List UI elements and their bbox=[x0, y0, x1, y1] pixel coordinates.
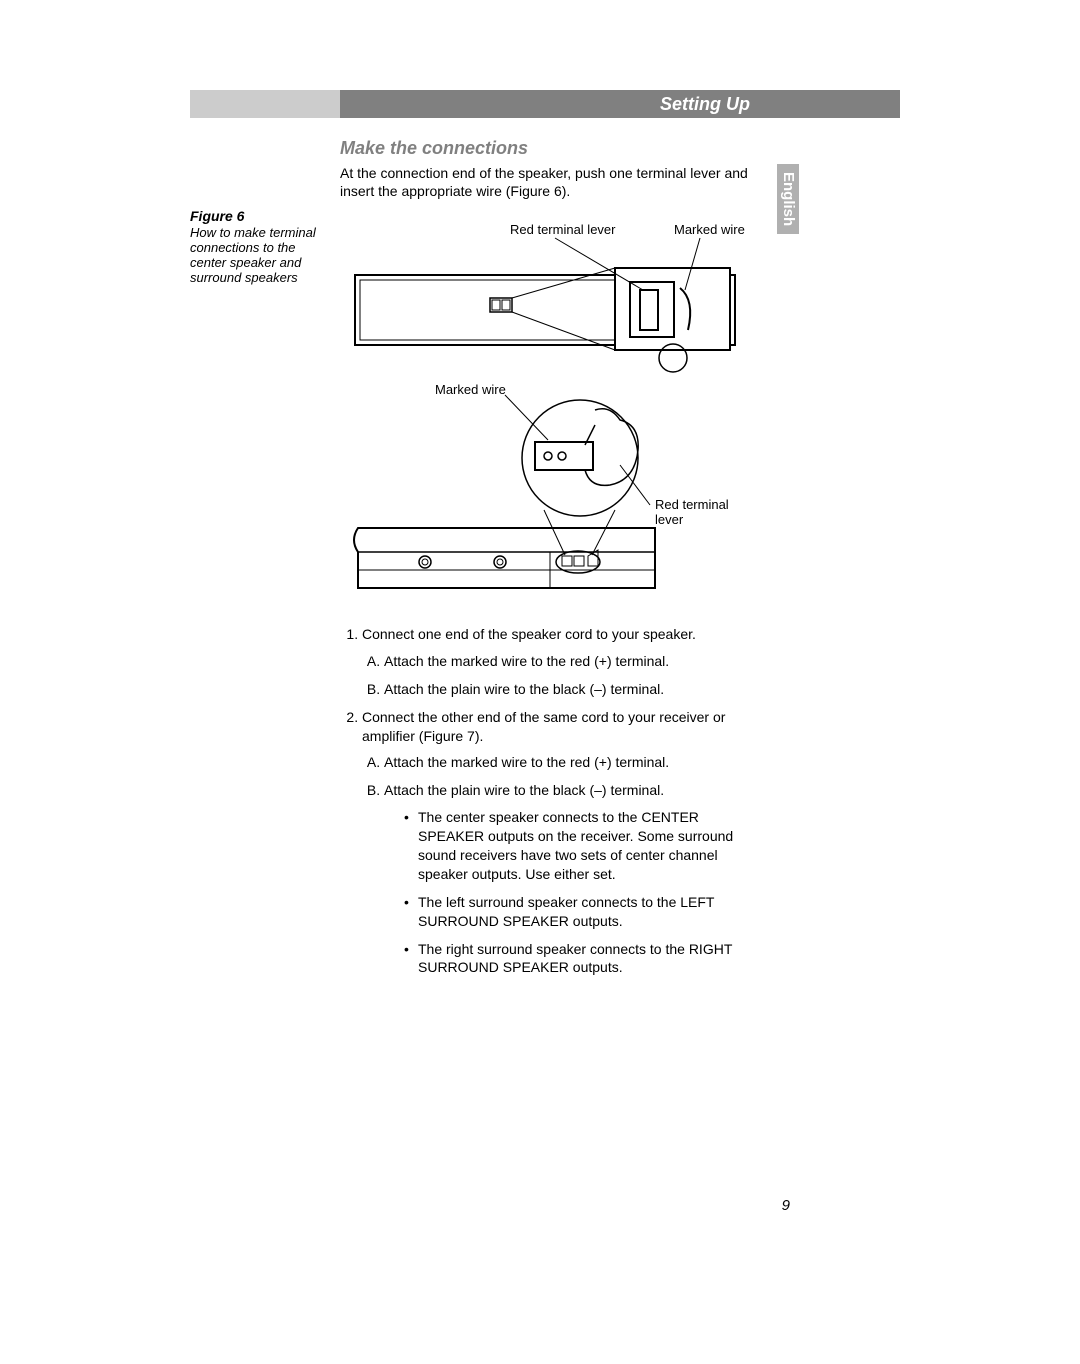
step-2: Connect the other end of the same cord t… bbox=[362, 708, 760, 978]
speaker-diagram-svg bbox=[340, 210, 760, 610]
step-2b: Attach the plain wire to the black (–) t… bbox=[384, 781, 760, 977]
figure-diagram: Red terminal lever Marked wire bbox=[340, 210, 760, 610]
step-1-text: Connect one end of the speaker cord to y… bbox=[362, 626, 696, 642]
label-marked-wire-mid: Marked wire bbox=[435, 382, 506, 397]
intro-paragraph: At the connection end of the speaker, pu… bbox=[340, 164, 750, 200]
figure-caption: How to make terminal connections to the … bbox=[190, 226, 335, 286]
bullet-left: The left surround speaker connects to th… bbox=[404, 893, 760, 931]
label-marked-wire-top: Marked wire bbox=[674, 222, 745, 237]
bullet-center: The center speaker connects to the CENTE… bbox=[404, 808, 760, 884]
label-red-lever-top: Red terminal lever bbox=[510, 222, 616, 237]
bullet-right: The right surround speaker connects to t… bbox=[404, 940, 760, 978]
step-2a: Attach the marked wire to the red (+) te… bbox=[384, 753, 760, 772]
figure-label: Figure 6 bbox=[190, 208, 244, 224]
page-number: 9 bbox=[782, 1197, 790, 1214]
step-1b: Attach the plain wire to the black (–) t… bbox=[384, 680, 760, 699]
gray-accent-bar bbox=[190, 90, 340, 118]
section-title: Make the connections bbox=[340, 138, 528, 159]
step-2b-text: Attach the plain wire to the black (–) t… bbox=[384, 782, 664, 798]
step-1: Connect one end of the speaker cord to y… bbox=[362, 625, 760, 699]
chapter-banner: Setting Up bbox=[340, 90, 900, 118]
label-red-lever-mid: Red terminal lever bbox=[655, 497, 745, 527]
instructions-list: Connect one end of the speaker cord to y… bbox=[340, 625, 760, 986]
language-tab: English bbox=[777, 164, 799, 234]
step-2-text: Connect the other end of the same cord t… bbox=[362, 709, 725, 744]
step-1a: Attach the marked wire to the red (+) te… bbox=[384, 652, 760, 671]
